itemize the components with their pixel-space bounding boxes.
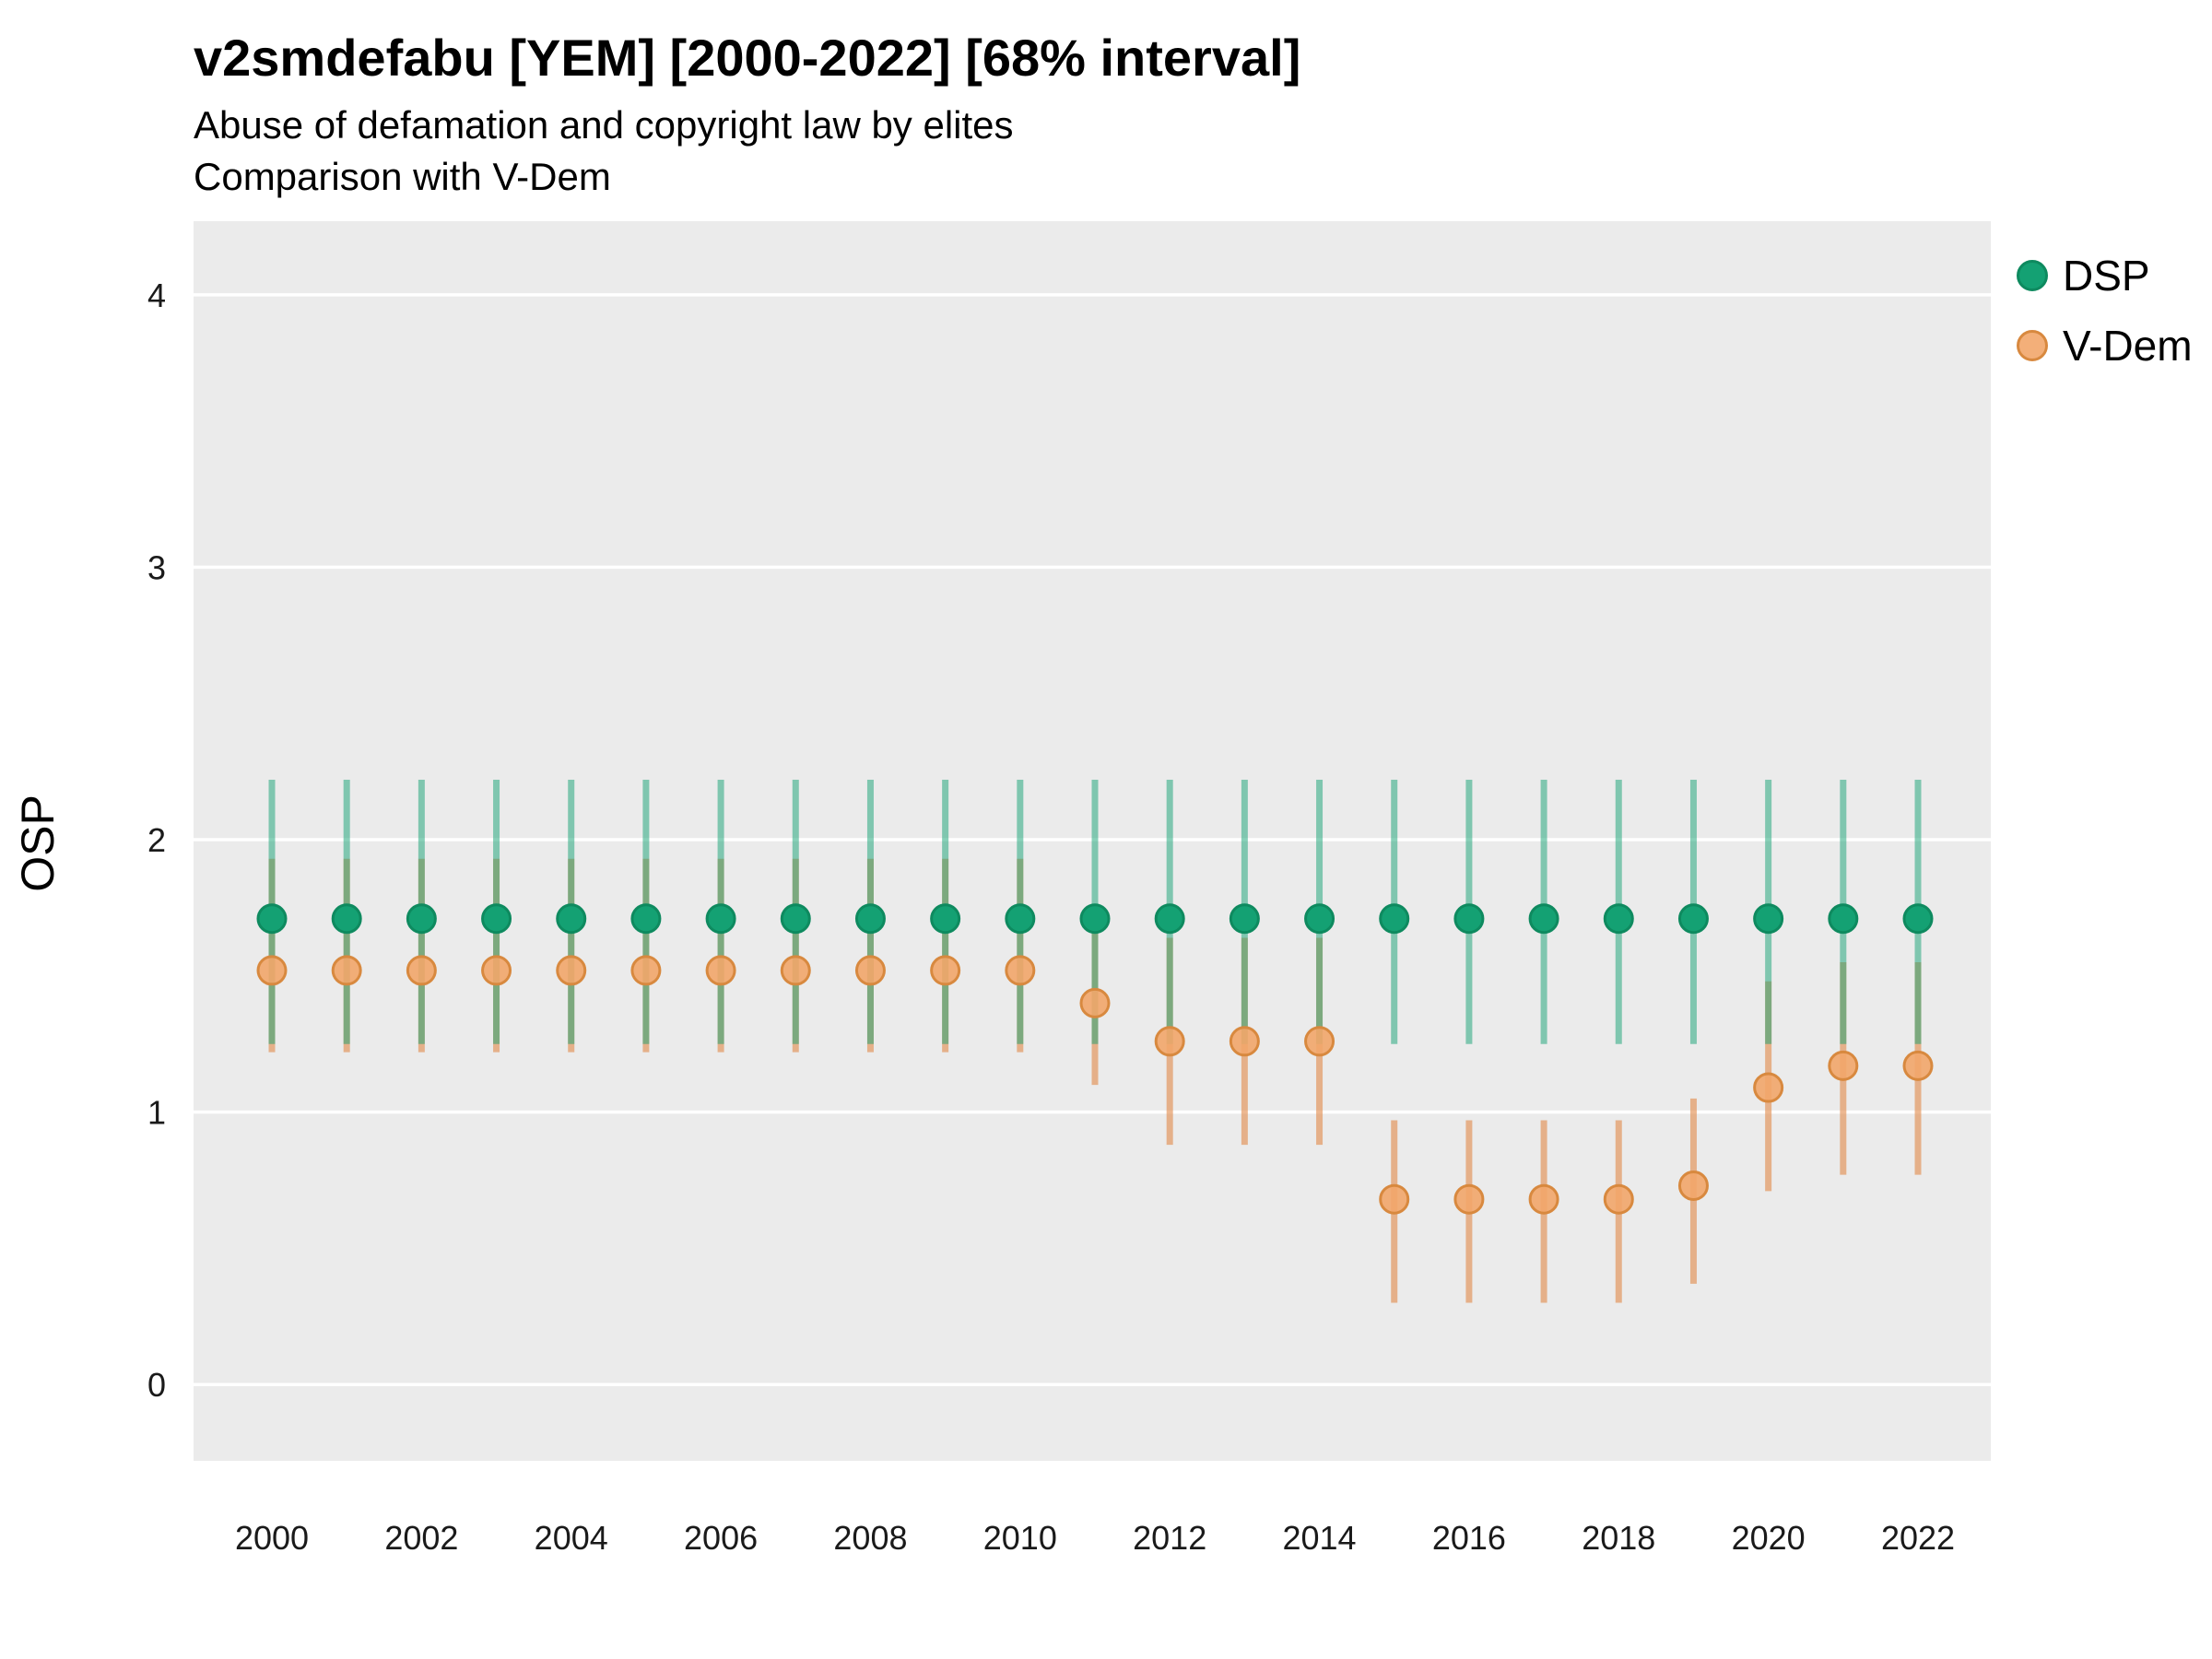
- svg-text:2020: 2020: [1732, 1519, 1806, 1557]
- svg-text:2022: 2022: [1881, 1519, 1955, 1557]
- dsp-legend-dot-icon: [2017, 260, 2048, 291]
- svg-text:1: 1: [147, 1094, 166, 1132]
- svg-text:2006: 2006: [684, 1519, 758, 1557]
- vdem-legend-dot-icon: [2017, 330, 2048, 361]
- svg-text:2: 2: [147, 821, 166, 859]
- svg-text:2002: 2002: [384, 1519, 458, 1557]
- legend-item-dsp: DSP: [2017, 251, 2193, 300]
- svg-text:2014: 2014: [1282, 1519, 1356, 1557]
- svg-text:OSP: OSP: [12, 794, 64, 892]
- chart-legend: DSP V-Dem: [2017, 251, 2193, 371]
- svg-text:2008: 2008: [833, 1519, 907, 1557]
- svg-text:2018: 2018: [1582, 1519, 1655, 1557]
- chart-subtitle: Abuse of defamation and copyright law by…: [194, 103, 1014, 147]
- dsp-legend-label: DSP: [2063, 252, 2150, 300]
- legend-item-vdem: V-Dem: [2017, 321, 2193, 371]
- svg-text:2012: 2012: [1133, 1519, 1206, 1557]
- svg-text:4: 4: [147, 276, 166, 314]
- svg-text:3: 3: [147, 548, 166, 586]
- svg-text:2004: 2004: [535, 1519, 608, 1557]
- svg-text:2000: 2000: [235, 1519, 309, 1557]
- svg-text:2016: 2016: [1432, 1519, 1506, 1557]
- chart-subtitle-2: Comparison with V-Dem: [194, 155, 611, 198]
- svg-text:2010: 2010: [983, 1519, 1057, 1557]
- chart-title: v2smdefabu [YEM] [2000-2022] [68% interv…: [194, 29, 1301, 87]
- svg-text:0: 0: [147, 1366, 166, 1404]
- vdem-legend-label: V-Dem: [2063, 322, 2193, 370]
